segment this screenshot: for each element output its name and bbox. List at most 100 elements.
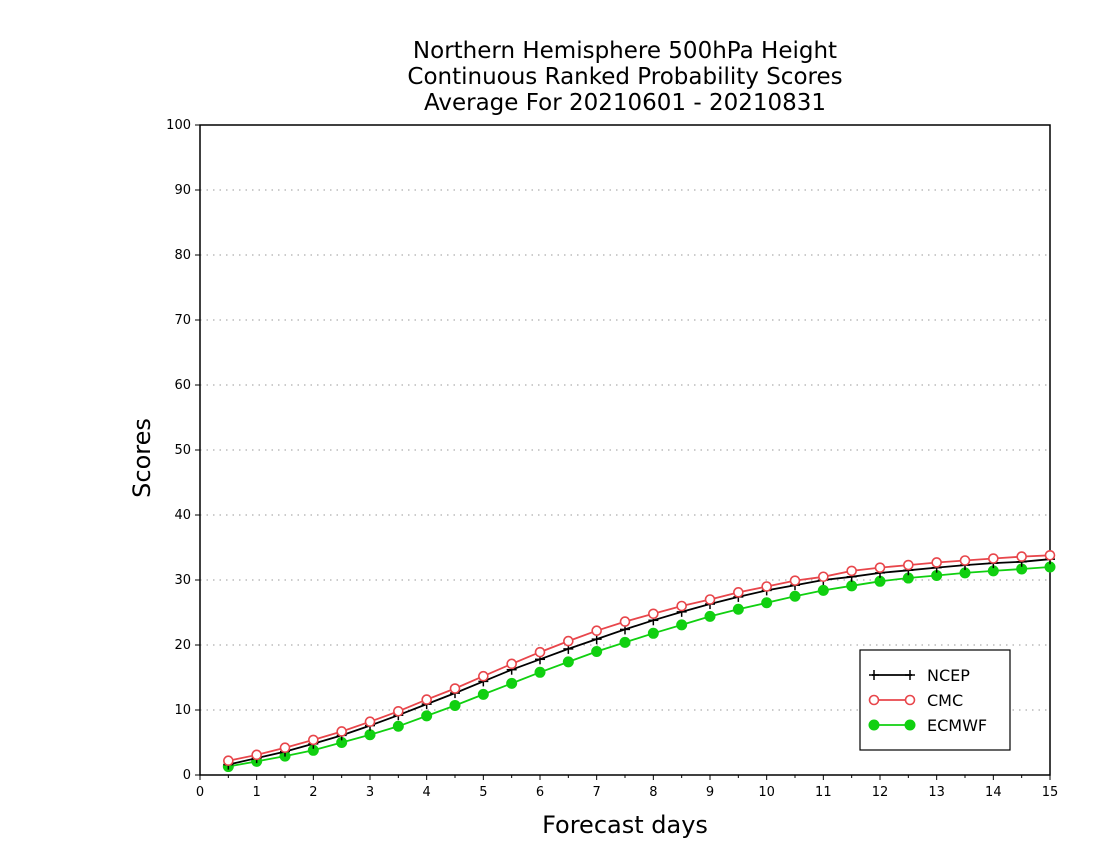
data-point-open-circle bbox=[676, 600, 687, 612]
data-point-filled-circle bbox=[868, 719, 880, 731]
x-tick-label: 12 bbox=[872, 785, 889, 800]
data-point-filled-circle bbox=[562, 656, 574, 668]
data-point-filled-circle bbox=[449, 699, 461, 711]
data-point-filled-circle bbox=[392, 720, 404, 732]
x-tick-label: 13 bbox=[928, 785, 945, 800]
title-line-3: Average For 20210601 - 20210831 bbox=[424, 90, 826, 116]
data-point-plus bbox=[869, 670, 879, 680]
legend-item-cmc: CMC bbox=[868, 691, 963, 710]
data-point-open-circle bbox=[846, 565, 857, 577]
data-point-filled-circle bbox=[506, 677, 518, 689]
data-point-open-circle bbox=[223, 755, 234, 767]
legend: NCEP CMC ECMWF bbox=[859, 649, 1011, 751]
data-point-filled-circle bbox=[591, 646, 603, 657]
data-point-filled-circle bbox=[817, 584, 829, 596]
y-tick-label: 10 bbox=[174, 703, 191, 718]
legend-label: NCEP bbox=[927, 666, 970, 685]
data-point-open-circle bbox=[421, 694, 432, 705]
data-point-open-circle bbox=[506, 658, 517, 670]
chart-title: Northern Hemisphere 500hPa Height Contin… bbox=[407, 38, 842, 116]
title-line-1: Northern Hemisphere 500hPa Height bbox=[413, 38, 837, 64]
y-tick-label: 40 bbox=[174, 508, 191, 523]
x-tick-label: 4 bbox=[423, 785, 431, 800]
data-point-open-circle bbox=[364, 716, 376, 728]
data-point-open-circle bbox=[704, 594, 716, 605]
data-point-open-circle bbox=[874, 562, 886, 573]
y-tick-label: 100 bbox=[166, 118, 191, 133]
data-point-open-circle bbox=[308, 734, 319, 746]
data-point-open-circle bbox=[336, 726, 347, 737]
data-point-filled-circle bbox=[904, 719, 916, 731]
data-point-filled-circle bbox=[846, 580, 858, 592]
data-point-open-circle bbox=[478, 670, 489, 682]
y-tick-label: 80 bbox=[174, 248, 191, 263]
y-tick-label: 30 bbox=[174, 573, 191, 588]
x-tick-label: 3 bbox=[366, 785, 374, 800]
series-layer bbox=[222, 549, 1056, 773]
series-ecmwf bbox=[222, 561, 1056, 773]
x-axis-title: Forecast days bbox=[542, 811, 708, 839]
legend-item-ncep: NCEP bbox=[869, 666, 970, 685]
data-point-filled-circle bbox=[789, 590, 801, 602]
y-axis: 0 10 20 30 40 50 60 70 80 90 100 bbox=[166, 118, 200, 783]
data-point-open-circle bbox=[449, 683, 461, 694]
x-tick-label: 0 bbox=[196, 785, 204, 800]
x-tick-label: 9 bbox=[706, 785, 714, 800]
data-point-open-circle bbox=[959, 555, 971, 566]
y-tick-label: 0 bbox=[183, 768, 191, 783]
x-tick-label: 11 bbox=[815, 785, 832, 800]
data-point-open-circle bbox=[563, 635, 574, 647]
legend-label: ECMWF bbox=[927, 716, 987, 735]
data-point-open-circle bbox=[789, 575, 801, 586]
data-point-open-circle bbox=[648, 608, 659, 620]
x-tick-label: 5 bbox=[479, 785, 487, 800]
x-tick-label: 10 bbox=[758, 785, 775, 800]
data-point-open-circle bbox=[1016, 551, 1027, 562]
data-point-open-circle bbox=[591, 625, 602, 637]
data-point-open-circle bbox=[619, 616, 631, 627]
title-line-2: Continuous Ranked Probability Scores bbox=[407, 64, 842, 90]
data-point-filled-circle bbox=[732, 603, 744, 615]
data-point-open-circle bbox=[931, 557, 942, 568]
data-point-open-circle bbox=[733, 587, 744, 598]
x-tick-label: 7 bbox=[593, 785, 601, 800]
data-point-open-circle bbox=[1044, 549, 1056, 561]
y-axis-title: Scores bbox=[128, 418, 156, 498]
data-point-open-circle bbox=[761, 581, 772, 592]
data-point-open-circle bbox=[251, 749, 262, 761]
data-point-plus bbox=[905, 670, 915, 680]
data-point-filled-circle bbox=[619, 636, 631, 648]
legend-item-ecmwf: ECMWF bbox=[868, 716, 987, 735]
x-tick-label: 2 bbox=[309, 785, 317, 800]
data-point-open-circle bbox=[279, 742, 291, 754]
data-point-filled-circle bbox=[421, 710, 433, 722]
data-point-open-circle bbox=[868, 694, 880, 706]
data-point-open-circle bbox=[988, 553, 999, 564]
data-point-filled-circle bbox=[534, 666, 546, 678]
y-tick-label: 70 bbox=[174, 313, 191, 328]
data-point-filled-circle bbox=[761, 597, 773, 609]
data-point-filled-circle bbox=[647, 627, 659, 639]
series-cmc bbox=[223, 549, 1056, 767]
data-point-open-circle bbox=[904, 694, 916, 706]
y-tick-label: 90 bbox=[174, 183, 191, 198]
data-point-open-circle bbox=[393, 705, 404, 717]
x-tick-label: 14 bbox=[985, 785, 1002, 800]
data-point-open-circle bbox=[818, 571, 829, 583]
data-point-filled-circle bbox=[477, 688, 489, 700]
y-tick-label: 20 bbox=[174, 638, 191, 653]
x-tick-label: 6 bbox=[536, 785, 544, 800]
data-point-open-circle bbox=[903, 559, 914, 571]
x-axis: 0 1 2 3 4 5 6 7 8 9 10 11 12 13 14 15 bbox=[196, 775, 1058, 800]
data-point-filled-circle bbox=[364, 729, 376, 741]
data-point-filled-circle bbox=[676, 619, 688, 631]
x-tick-label: 1 bbox=[253, 785, 261, 800]
data-point-filled-circle bbox=[704, 610, 716, 622]
y-tick-label: 50 bbox=[174, 443, 191, 458]
x-tick-label: 15 bbox=[1042, 785, 1059, 800]
x-tick-label: 8 bbox=[649, 785, 657, 800]
data-point-open-circle bbox=[534, 646, 546, 658]
legend-label: CMC bbox=[927, 691, 963, 710]
y-tick-label: 60 bbox=[174, 378, 191, 393]
